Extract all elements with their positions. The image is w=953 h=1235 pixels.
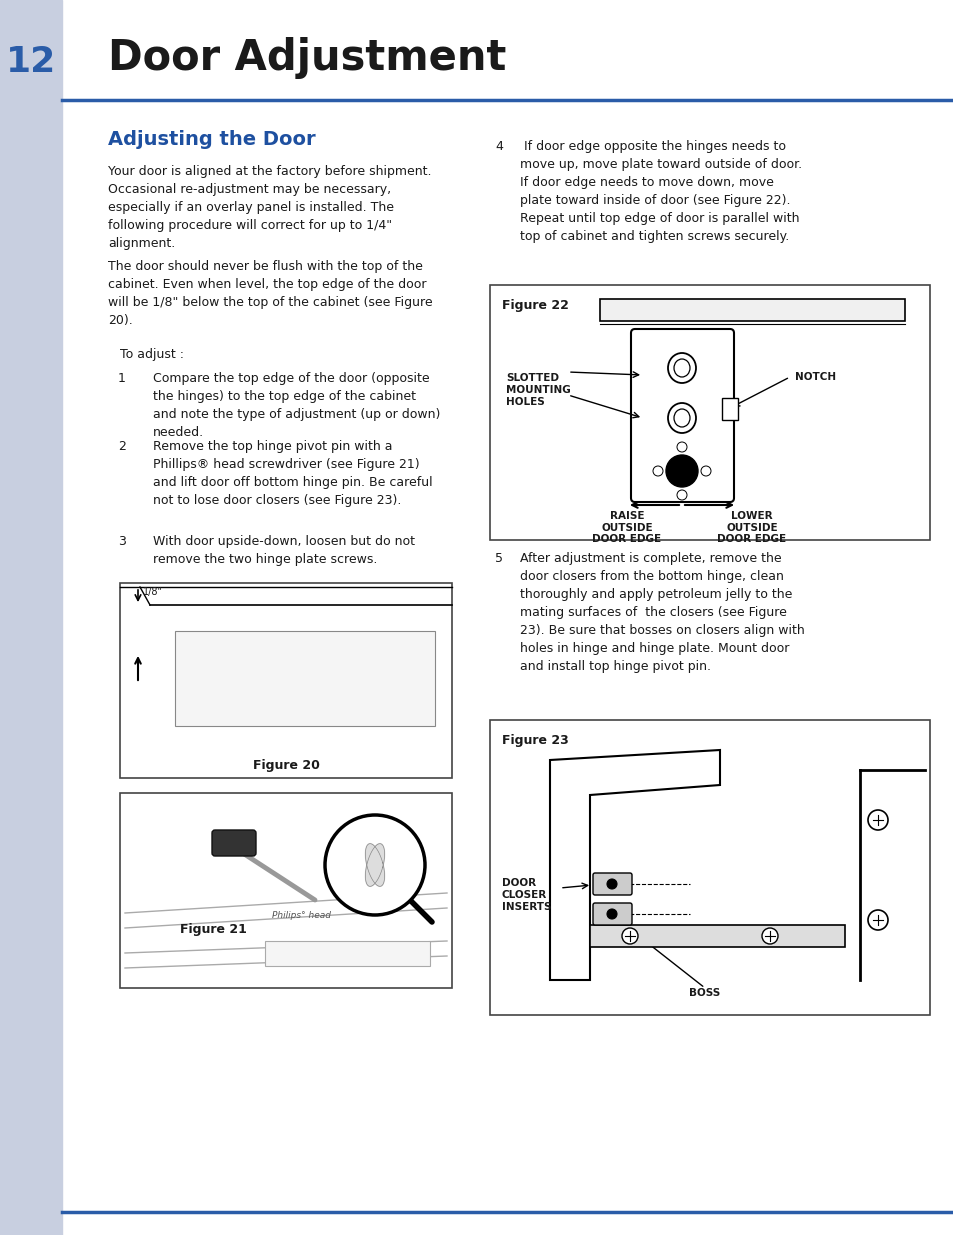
Bar [721, 398, 738, 420]
Text: Your door is aligned at the factory before shipment.
Occasional re-adjustment ma: Your door is aligned at the factory befo… [108, 165, 431, 249]
Circle shape [621, 927, 638, 944]
Bar [120, 793, 452, 988]
Text: If door edge opposite the hinges needs to
move up, move plate toward outside of : If door edge opposite the hinges needs t… [519, 140, 801, 243]
Bar [120, 583, 452, 778]
Text: DOOR
CLOSER
INSERTS: DOOR CLOSER INSERTS [501, 878, 551, 913]
Circle shape [761, 927, 778, 944]
Text: Adjusting the Door: Adjusting the Door [108, 130, 315, 149]
Text: 3: 3 [118, 535, 126, 548]
FancyBboxPatch shape [593, 873, 631, 895]
Circle shape [677, 490, 686, 500]
Ellipse shape [667, 353, 696, 383]
FancyBboxPatch shape [212, 830, 255, 856]
Text: Figure 21: Figure 21 [180, 923, 247, 936]
Circle shape [665, 454, 698, 487]
Circle shape [867, 810, 887, 830]
Text: NOTCH: NOTCH [794, 372, 835, 382]
Text: Remove the top hinge pivot pin with a
Phillips® head screwdriver (see Figure 21): Remove the top hinge pivot pin with a Ph… [152, 440, 432, 508]
Text: Figure 22: Figure 22 [501, 299, 568, 312]
Bar [174, 631, 435, 726]
Bar [589, 925, 844, 947]
Text: 1: 1 [118, 372, 126, 385]
Text: SLOTTED
MOUNTING
HOLES: SLOTTED MOUNTING HOLES [505, 373, 570, 408]
Circle shape [652, 466, 662, 475]
Text: Compare the top edge of the door (opposite
the hinges) to the top edge of the ca: Compare the top edge of the door (opposi… [152, 372, 440, 438]
Text: Philips° head: Philips° head [273, 911, 331, 920]
Text: 2: 2 [118, 440, 126, 453]
Circle shape [606, 909, 617, 919]
Circle shape [325, 815, 424, 915]
Bar [490, 720, 929, 1015]
Ellipse shape [673, 409, 689, 427]
Text: 5: 5 [495, 552, 502, 564]
Text: RAISE
OUTSIDE
DOOR EDGE: RAISE OUTSIDE DOOR EDGE [592, 511, 660, 545]
Text: Figure 20: Figure 20 [253, 760, 319, 773]
Text: The door should never be flush with the top of the
cabinet. Even when level, the: The door should never be flush with the … [108, 261, 432, 327]
Text: BOSS: BOSS [689, 988, 720, 998]
Text: With door upside-down, loosen but do not
remove the two hinge plate screws.: With door upside-down, loosen but do not… [152, 535, 415, 566]
Text: Door Adjustment: Door Adjustment [108, 37, 506, 79]
Bar [490, 285, 929, 540]
Bar [265, 941, 430, 966]
Circle shape [606, 879, 617, 889]
Circle shape [867, 910, 887, 930]
Text: After adjustment is complete, remove the
door closers from the bottom hinge, cle: After adjustment is complete, remove the… [519, 552, 804, 673]
Circle shape [677, 442, 686, 452]
Text: 12: 12 [6, 44, 56, 79]
Text: 4: 4 [495, 140, 502, 153]
FancyBboxPatch shape [630, 329, 733, 501]
Polygon shape [365, 844, 384, 887]
Text: 1/8": 1/8" [143, 587, 163, 597]
Polygon shape [365, 844, 384, 887]
Text: To adjust :: To adjust : [120, 348, 184, 361]
Ellipse shape [667, 403, 696, 433]
Bar [599, 299, 904, 321]
FancyBboxPatch shape [593, 903, 631, 925]
Ellipse shape [673, 359, 689, 377]
Text: Figure 23: Figure 23 [501, 734, 568, 747]
Circle shape [700, 466, 710, 475]
Text: LOWER
OUTSIDE
DOOR EDGE: LOWER OUTSIDE DOOR EDGE [717, 511, 785, 545]
Bar [0, 0, 62, 1235]
